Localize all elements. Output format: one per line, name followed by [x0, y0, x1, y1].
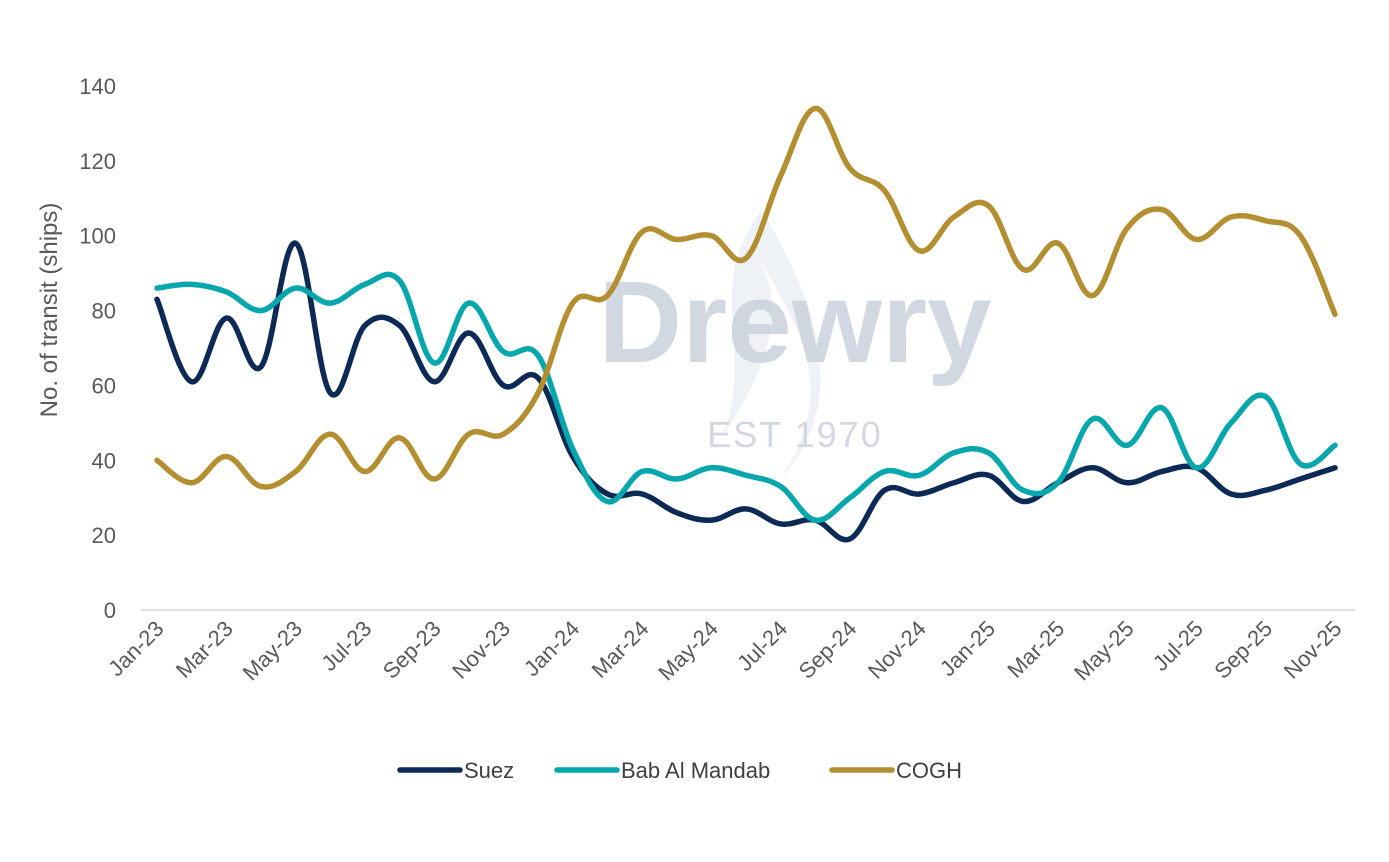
y-tick-label: 80 [92, 299, 116, 324]
watermark-flame-icon [720, 210, 821, 480]
x-tick-label: Mar-25 [1002, 616, 1069, 683]
x-tick-label: May-24 [653, 616, 723, 686]
y-tick-label: 120 [79, 149, 116, 174]
y-tick-label: 0 [104, 598, 116, 623]
x-tick-label: Jan-24 [519, 616, 584, 681]
x-tick-label: May-25 [1069, 616, 1139, 686]
series-line-bab-al-mandab [154, 271, 1338, 523]
y-tick-label: 40 [92, 448, 116, 473]
series-line-cogh [154, 105, 1338, 490]
legend-label-bab-al-mandab: Bab Al Mandab [621, 758, 770, 783]
watermark-brand: Drewry [598, 257, 991, 387]
watermark: Drewry EST 1970 [598, 210, 992, 480]
x-tick-label: Mar-23 [171, 616, 238, 683]
x-axis-ticks: Jan-23 Mar-23 May-23 Jul-23 Sep-23 Nov-23 Jan-… [103, 616, 1346, 686]
series-layer [154, 105, 1338, 543]
legend-label-cogh: COGH [896, 758, 962, 783]
y-axis-ticks: 0 20 40 60 80 100 120 140 [79, 74, 116, 623]
x-tick-label: Jul-24 [732, 616, 792, 676]
x-tick-label: Jul-23 [316, 616, 376, 676]
x-tick-label: Nov-24 [863, 616, 931, 684]
x-tick-label: Sep-23 [378, 616, 446, 684]
x-tick-label: Jan-23 [103, 616, 168, 681]
legend-label-suez: Suez [464, 758, 514, 783]
legend: Suez Bab Al Mandab COGH [397, 758, 962, 783]
series-line-suez [154, 240, 1338, 543]
x-tick-label: Mar-24 [587, 616, 654, 683]
x-tick-label: Sep-25 [1209, 616, 1277, 684]
x-tick-label: Sep-24 [794, 616, 862, 684]
y-tick-label: 60 [92, 373, 116, 398]
y-tick-label: 140 [79, 74, 116, 99]
x-tick-label: Nov-25 [1279, 616, 1347, 684]
y-tick-label: 100 [79, 224, 116, 249]
y-axis-title: No. of transit (ships) [36, 203, 63, 418]
x-tick-label: Jan-25 [935, 616, 1000, 681]
watermark-tagline: EST 1970 [707, 414, 882, 455]
y-tick-label: 20 [92, 523, 116, 548]
x-tick-label: Jul-25 [1148, 616, 1208, 676]
x-tick-label: May-23 [238, 616, 308, 686]
x-tick-label: Nov-23 [447, 616, 515, 684]
